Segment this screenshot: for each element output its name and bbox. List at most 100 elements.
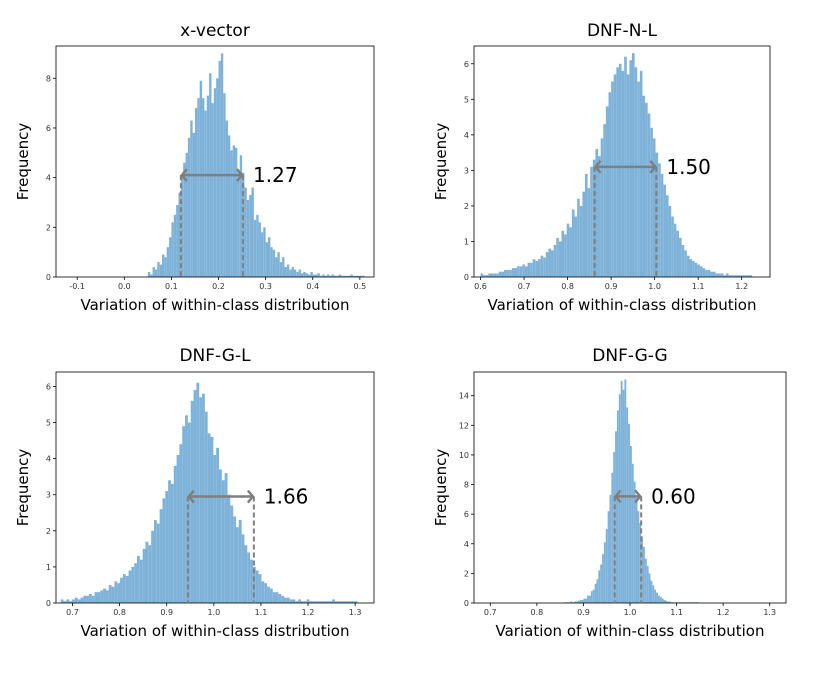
histogram-bar <box>579 600 582 603</box>
histogram-bar <box>97 592 101 603</box>
y-tick-label: 4 <box>464 131 469 140</box>
histogram-bar <box>577 198 580 277</box>
histogram-bar <box>648 573 651 603</box>
y-tick-label: 10 <box>459 451 469 460</box>
histogram-bar <box>72 599 75 603</box>
histogram-bar <box>63 601 67 603</box>
histogram-bar <box>170 483 174 603</box>
histogram-bar <box>265 242 268 277</box>
histogram-bar <box>292 599 296 603</box>
histogram-bar <box>579 205 583 277</box>
histogram-bar <box>326 601 330 603</box>
histogram-bar <box>582 191 585 277</box>
histogram-bar <box>566 223 570 277</box>
histogram-bar <box>151 530 154 603</box>
histogram-bar <box>524 266 528 277</box>
histogram-bar <box>657 595 660 603</box>
histogram-bar <box>298 599 301 603</box>
histogram-bar <box>202 98 205 277</box>
x-axis-label: Variation of within-class distribution <box>488 296 757 314</box>
histogram-bar <box>272 249 276 277</box>
histogram-bar <box>681 245 685 277</box>
histogram-bar <box>148 545 152 603</box>
histogram-bar <box>334 601 338 603</box>
histogram-bar <box>350 274 353 277</box>
histogram-bar <box>551 250 554 277</box>
histogram-bar <box>162 498 166 603</box>
histogram-bar <box>80 597 84 603</box>
histogram-bar <box>331 274 334 277</box>
histogram-bar <box>618 394 621 603</box>
histogram-bar <box>199 80 203 278</box>
histogram-bar <box>689 259 693 277</box>
histogram-bar <box>224 473 228 603</box>
chart-panel: 0.7 0.8 0.9 1.0 1.1 1.2 1.3 0 2 4 6 8 10 12 14 DNF-G-G V… <box>432 346 787 640</box>
histogram-bar <box>684 250 687 277</box>
histogram-bar <box>522 264 525 277</box>
histogram-bar <box>303 272 306 277</box>
histogram-bar <box>272 592 276 603</box>
histogram-bar <box>605 106 609 277</box>
histogram-bar <box>227 135 231 277</box>
y-tick-label: 0 <box>464 273 469 282</box>
y-tick-label: 1 <box>464 237 469 246</box>
y-tick-label: 12 <box>459 421 469 430</box>
histogram-bar <box>600 564 603 603</box>
histogram-bar <box>270 247 273 277</box>
histogram-bar <box>647 113 651 278</box>
x-tick-label: 0.9 <box>577 608 590 617</box>
histogram-bar <box>66 599 70 603</box>
histogram-bar <box>589 595 591 603</box>
y-tick-label: 6 <box>46 124 51 133</box>
histogram-bar <box>594 583 597 603</box>
histogram-bar <box>192 132 195 277</box>
histogram-bar <box>131 566 135 603</box>
histogram-bar <box>223 93 226 277</box>
histogram-bar <box>673 223 677 277</box>
histogram-bar <box>306 599 310 603</box>
histogram-bar <box>602 554 604 603</box>
histogram-bar <box>736 275 740 277</box>
histogram-bar <box>185 152 188 277</box>
histogram-bar <box>543 257 546 277</box>
x-tick-label: 0.9 <box>160 608 173 617</box>
histogram-bar <box>333 275 337 277</box>
histogram-bar <box>261 581 265 603</box>
histogram-bar <box>590 591 593 603</box>
histogram-bar <box>241 534 245 603</box>
histogram-bar <box>211 103 214 277</box>
histogram-bar <box>359 275 363 277</box>
histogram-bar <box>329 601 333 603</box>
x-tick-label: 0.5 <box>353 282 366 291</box>
histogram-bar <box>676 230 680 277</box>
histogram-bar <box>246 200 250 277</box>
x-tick-label: 1.1 <box>255 608 268 617</box>
y-tick-label: 2 <box>46 223 51 232</box>
histogram-bar <box>150 274 153 277</box>
histogram-bar <box>114 581 118 603</box>
histogram-bar <box>665 195 669 277</box>
histogram-bar <box>235 147 238 277</box>
histogram-bar <box>300 273 304 277</box>
histogram-bar <box>122 574 126 604</box>
histogram-bar <box>255 570 259 603</box>
histogram-bar <box>166 247 170 277</box>
histogram-bar <box>315 601 318 603</box>
histogram-bar <box>637 81 640 277</box>
histogram-bar <box>176 204 179 277</box>
y-tick-label: 1 <box>46 563 51 572</box>
histogram-bar <box>332 599 335 603</box>
histogram-bar <box>349 601 352 603</box>
histogram-bar <box>630 446 632 603</box>
histogram-bar <box>74 597 78 603</box>
histogram-bar <box>650 127 653 278</box>
histogram-bar <box>317 601 321 603</box>
histogram-bar <box>504 269 507 277</box>
histogram-bar <box>726 273 729 277</box>
histogram-bar <box>86 595 89 603</box>
histogram-bar <box>671 216 674 277</box>
histogram-bar <box>275 592 279 603</box>
y-tick-label: 6 <box>464 510 469 519</box>
histogram-bar <box>702 268 706 277</box>
